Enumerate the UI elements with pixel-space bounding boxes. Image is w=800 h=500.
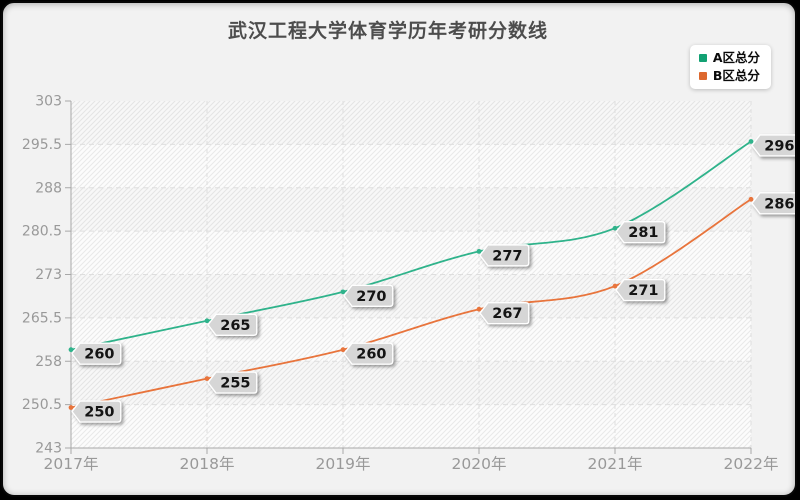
data-point-a [204,318,210,324]
data-label-value: 265 [220,318,250,334]
y-tick-label: 250.5 [22,397,62,413]
data-point-a [748,139,754,144]
chart-canvas: 243 250.5 258 265.5 273 280.5 288 295.5 303 2017年… [22,94,795,473]
data-label-box [479,302,530,325]
data-label-callout: 286 [751,192,795,215]
x-tick-label: 2019年 [316,455,371,473]
data-point-a [68,347,74,353]
y-tick-label: 265.5 [22,310,62,326]
data-label-box [207,371,258,394]
data-label-callout: 255 [207,371,258,394]
data-label-box [343,284,394,308]
series-line-b [70,198,752,409]
data-point-a [340,289,346,295]
data-point-a [476,248,482,254]
data-label-callout: 270 [343,284,394,308]
data-label-value: 267 [492,306,522,322]
data-point-b [748,196,754,202]
data-label-callout: 267 [479,302,530,325]
y-tick-label: 273 [35,267,62,283]
data-label-callout: 265 [207,313,258,336]
data-label-value: 260 [84,347,114,363]
y-tick-label: 288 [35,180,62,196]
data-label-callout: 281 [615,221,666,244]
legend-swatch-a-icon [698,54,707,63]
data-label-callout: 296 [751,134,795,157]
data-label-callout: 277 [479,244,530,267]
legend-item-b[interactable]: B区总分 [698,67,760,83]
data-label-box [343,342,394,365]
data-label-box [207,313,258,336]
legend-item-a[interactable]: A区总分 [698,50,760,65]
y-tick-label: 280.5 [22,224,62,240]
data-label-value: 250 [84,405,114,421]
data-label-callout: 271 [615,278,666,302]
data-label-box [751,134,795,157]
y-tick-label: 243 [35,441,62,457]
data-point-b [340,347,346,353]
data-label-callout: 260 [343,342,394,365]
data-label-value: 277 [492,248,522,264]
chart-title: 武汉工程大学体育学历年考研分数线 [227,20,548,42]
legend-label-b: B区总分 [712,67,760,83]
data-point-b [204,376,210,381]
x-tick-label: 2021年 [588,455,643,473]
data-label-value: 260 [356,347,386,363]
data-label-value: 286 [764,196,794,212]
y-tick-label: 258 [35,354,62,370]
x-tick-label: 2022年 [724,455,779,473]
data-label-box [71,400,122,423]
data-label-box [71,342,122,365]
x-tick-label: 2020年 [452,455,507,473]
y-tick-label: 295.5 [22,137,62,153]
x-tick-label: 2017年 [44,455,99,473]
data-label-value: 296 [764,138,794,154]
alt-band [71,361,751,404]
y-tick-label: 303 [35,94,62,110]
data-label-box [615,278,666,302]
data-label-callout: 260 [71,342,122,365]
data-label-value: 255 [220,376,250,392]
data-label-value: 270 [356,289,386,305]
data-label-box [615,221,666,244]
data-point-b [612,283,618,289]
legend: A区总分 B区总分 [689,45,771,89]
alt-band [71,101,751,144]
data-label-box [479,244,530,267]
data-label-value: 281 [628,225,658,241]
x-tick-label: 2018年 [180,455,235,473]
legend-label-a: A区总分 [712,50,760,65]
series-line-a [70,140,752,351]
data-point-b [68,405,74,410]
data-label-callout: 250 [71,400,122,423]
legend-swatch-b-icon [698,71,707,80]
data-point-a [612,225,618,231]
data-label-box [751,192,795,215]
data-label-value: 271 [628,283,658,299]
data-point-b [476,306,482,312]
